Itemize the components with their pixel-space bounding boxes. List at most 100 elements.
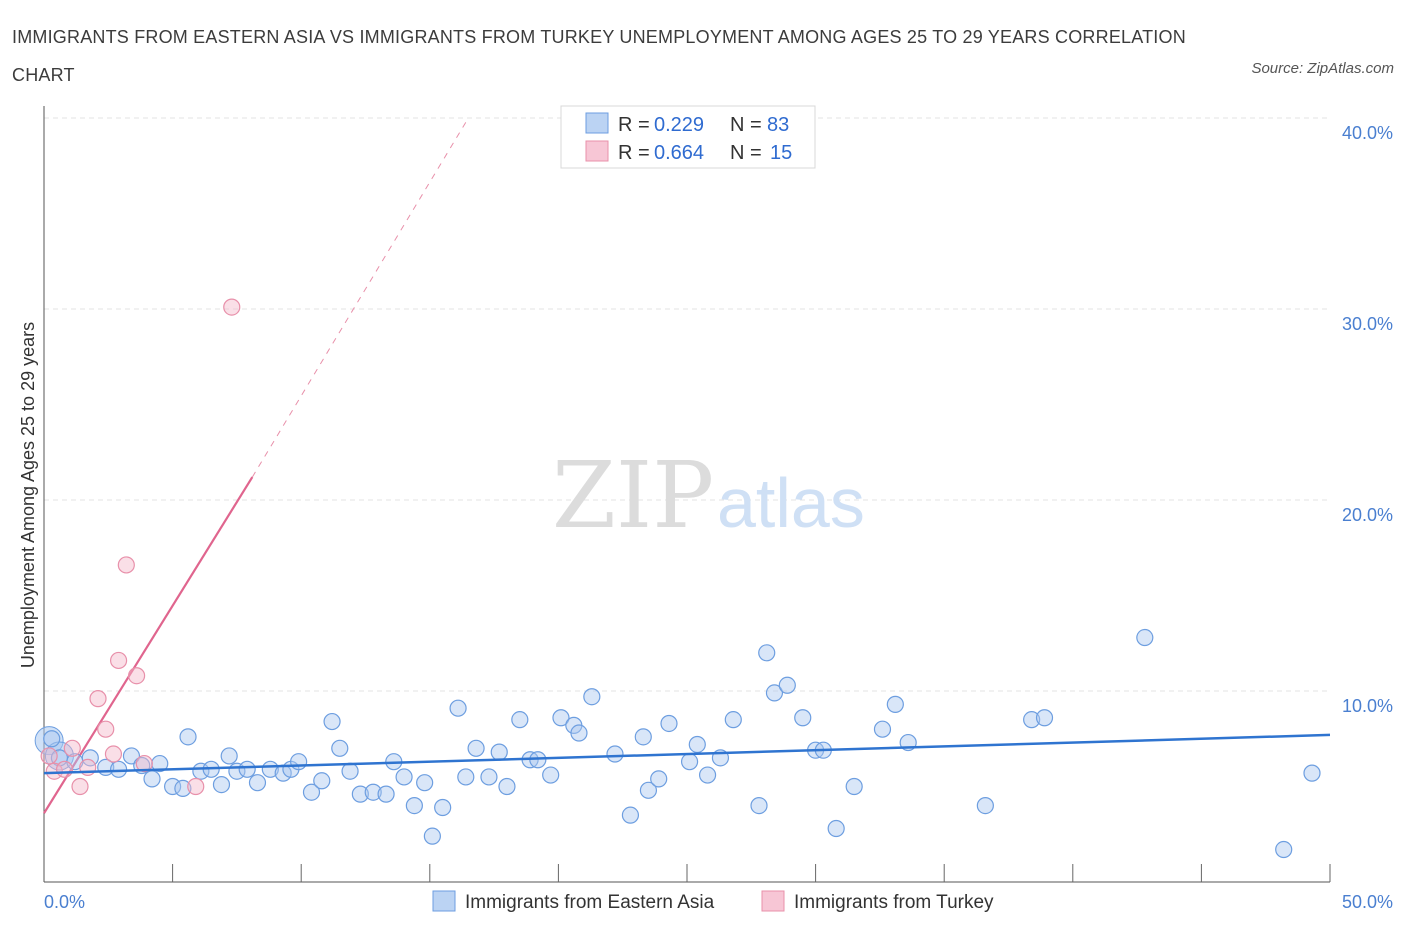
point-eastern-asia-47 — [542, 766, 560, 784]
point-eastern-asia-15 — [212, 775, 231, 794]
y-tick-label-2: 30.0% — [1342, 314, 1393, 334]
trend-line-turkey — [43, 476, 254, 814]
point-eastern-asia-18 — [238, 760, 256, 778]
point-eastern-asia-51 — [583, 688, 601, 706]
y-tick-label-3: 40.0% — [1342, 123, 1393, 143]
point-turkey-10 — [127, 667, 146, 685]
point-eastern-asia-35 — [416, 774, 434, 792]
point-eastern-asia-16 — [220, 747, 238, 765]
y-axis-title: Unemployment Among Ages 25 to 29 years — [18, 322, 38, 668]
point-eastern-asia-57 — [660, 714, 678, 733]
point-eastern-asia-34 — [405, 796, 423, 815]
series-turkey-points — [40, 298, 241, 796]
point-eastern-asia-25 — [313, 772, 331, 790]
point-eastern-asia-67 — [794, 709, 812, 727]
point-eastern-asia-28 — [341, 762, 359, 780]
gridlines — [44, 117, 1330, 692]
y-tick-label-0: 10.0% — [1342, 696, 1393, 716]
point-turkey-9 — [117, 556, 135, 574]
point-eastern-asia-23 — [290, 753, 308, 771]
point-turkey-1 — [55, 760, 74, 778]
source-credit: Source: ZipAtlas.com — [1251, 60, 1394, 77]
point-eastern-asia-60 — [698, 766, 717, 784]
series-legend-swatch-turkey — [761, 890, 785, 912]
point-eastern-asia-42 — [490, 743, 508, 761]
point-eastern-asia-0 — [43, 730, 61, 748]
point-eastern-asia-77 — [1035, 709, 1054, 727]
y-axis-tick-labels: 10.0% 20.0% 30.0% 40.0% — [1342, 123, 1393, 716]
point-eastern-asia-44 — [511, 711, 529, 729]
point-eastern-asia-8 — [143, 770, 161, 788]
y-tick-label-1: 20.0% — [1342, 505, 1393, 525]
point-eastern-asia-58 — [680, 753, 699, 771]
point-turkey-13 — [223, 298, 241, 316]
point-eastern-asia-80 — [1303, 764, 1321, 782]
point-eastern-asia-37 — [434, 798, 452, 817]
legend-n-value-turkey: 15 — [770, 142, 792, 164]
x-axis-ticks — [172, 864, 1331, 882]
series-eastern-asia-points — [34, 628, 1321, 859]
point-eastern-asia-36 — [423, 827, 441, 845]
legend-r-label-turkey: R = — [618, 142, 650, 164]
x-tick-label-max: 50.0% — [1342, 892, 1393, 912]
point-eastern-asia-48 — [552, 709, 570, 727]
point-eastern-asia-26 — [323, 712, 341, 731]
point-turkey-8 — [109, 651, 128, 670]
legend-n-value-eastern-asia: 83 — [767, 114, 789, 136]
point-eastern-asia-38 — [449, 699, 467, 717]
point-turkey-0 — [45, 762, 63, 780]
point-turkey-12 — [187, 777, 205, 796]
chart-title: IMMIGRANTS FROM EASTERN ASIA VS IMMIGRAN… — [12, 27, 1186, 85]
point-eastern-asia-65 — [765, 684, 784, 702]
series-legend-swatch-eastern-asia — [432, 890, 456, 912]
point-eastern-asia-24 — [302, 783, 321, 801]
point-eastern-asia-50 — [570, 724, 588, 742]
point-eastern-asia-39 — [457, 768, 475, 786]
trend-line-turkey-extrapolated — [251, 117, 469, 478]
point-turkey-7 — [104, 745, 123, 763]
point-eastern-asia-3 — [81, 749, 99, 767]
point-eastern-asia-70 — [827, 819, 845, 838]
point-eastern-asia-11 — [174, 779, 192, 798]
point-eastern-asia-75 — [976, 796, 994, 815]
point-eastern-asia-66 — [778, 676, 796, 694]
point-eastern-asia-12 — [179, 728, 197, 746]
point-eastern-asia-40 — [467, 739, 485, 757]
point-eastern-asia-62 — [724, 711, 742, 729]
series-legend-label-turkey: Immigrants from Turkey — [794, 892, 994, 913]
point-eastern-asia-5 — [109, 760, 128, 778]
legend-n-label-eastern-asia: N = — [730, 114, 762, 136]
point-eastern-asia-76 — [1023, 711, 1041, 729]
point-eastern-asia-53 — [621, 806, 640, 824]
stats-legend: R = 0.229 N = 83 R = 0.664 N = 15 — [560, 105, 816, 169]
point-eastern-asia-54 — [634, 728, 652, 746]
point-turkey-11 — [135, 754, 153, 773]
legend-swatch-eastern-asia — [585, 112, 609, 134]
point-eastern-asia-59 — [688, 735, 706, 754]
point-eastern-asia-64 — [758, 644, 776, 662]
point-eastern-asia-33 — [395, 768, 413, 786]
x-tick-label-min: 0.0% — [44, 892, 85, 912]
legend-r-value-eastern-asia: 0.229 — [654, 114, 704, 136]
legend-r-value-turkey: 0.664 — [654, 142, 704, 164]
point-eastern-asia-29 — [351, 785, 369, 803]
watermark-zip: ZIP — [552, 442, 714, 549]
point-eastern-asia-52 — [606, 745, 624, 763]
point-turkey-2 — [63, 739, 81, 757]
point-eastern-asia-72 — [873, 720, 892, 738]
point-turkey-5 — [89, 690, 107, 708]
point-eastern-asia-73 — [886, 695, 904, 713]
point-eastern-asia-78 — [1136, 628, 1154, 647]
point-eastern-asia-30 — [364, 783, 382, 801]
legend-swatch-turkey — [585, 140, 609, 162]
point-eastern-asia-19 — [248, 774, 267, 792]
series-legend-label-eastern-asia: Immigrants from Eastern Asia — [465, 892, 715, 913]
legend-n-label-turkey: N = — [730, 142, 762, 164]
point-turkey-3 — [71, 777, 89, 796]
point-eastern-asia-79 — [1275, 840, 1293, 859]
point-turkey-14 — [40, 747, 58, 765]
point-eastern-asia-31 — [377, 785, 395, 803]
watermark-atlas: atlas — [717, 464, 865, 542]
legend-r-label-eastern-asia: R = — [618, 114, 650, 136]
